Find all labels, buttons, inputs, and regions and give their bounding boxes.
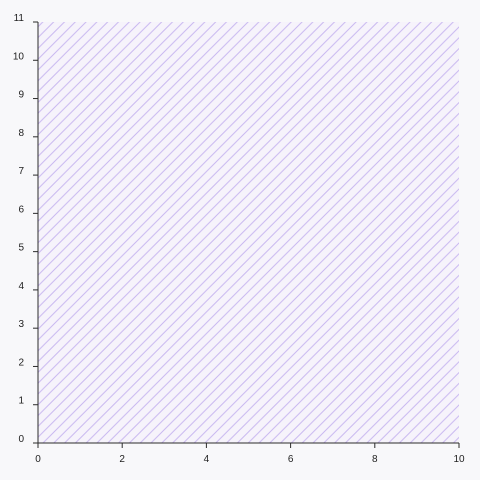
axes: [37, 22, 459, 444]
y-tick-label: 1: [18, 396, 24, 407]
y-tick-label: 9: [18, 90, 24, 101]
y-tick-label: 0: [18, 434, 24, 445]
y-tick-label: 10: [13, 51, 25, 62]
y-tick-label: 5: [18, 243, 24, 254]
x-tick-label: 4: [204, 454, 210, 465]
y-tick-label: 8: [18, 128, 24, 139]
x-tick-label: 10: [453, 454, 465, 465]
area-series-0: [38, 22, 459, 443]
y-tick-label: 2: [18, 357, 24, 368]
x-tick-label: 2: [119, 454, 125, 465]
y-tick-label: 11: [14, 13, 25, 24]
y-tick-label: 7: [18, 166, 24, 177]
x-tick-label: 8: [372, 454, 378, 465]
x-tick-label: 6: [288, 454, 294, 465]
y-axis-ticks: 0 1 2 3 4 5 6 7 8 9 10 11: [13, 13, 38, 445]
plot-area: [38, 22, 459, 443]
x-axis-ticks: 0 2 4 6 8 10: [35, 443, 465, 465]
y-tick-label: 4: [18, 281, 24, 292]
y-tick-label: 3: [18, 319, 24, 330]
x-tick-label: 0: [35, 454, 41, 465]
y-tick-label: 6: [18, 204, 24, 215]
